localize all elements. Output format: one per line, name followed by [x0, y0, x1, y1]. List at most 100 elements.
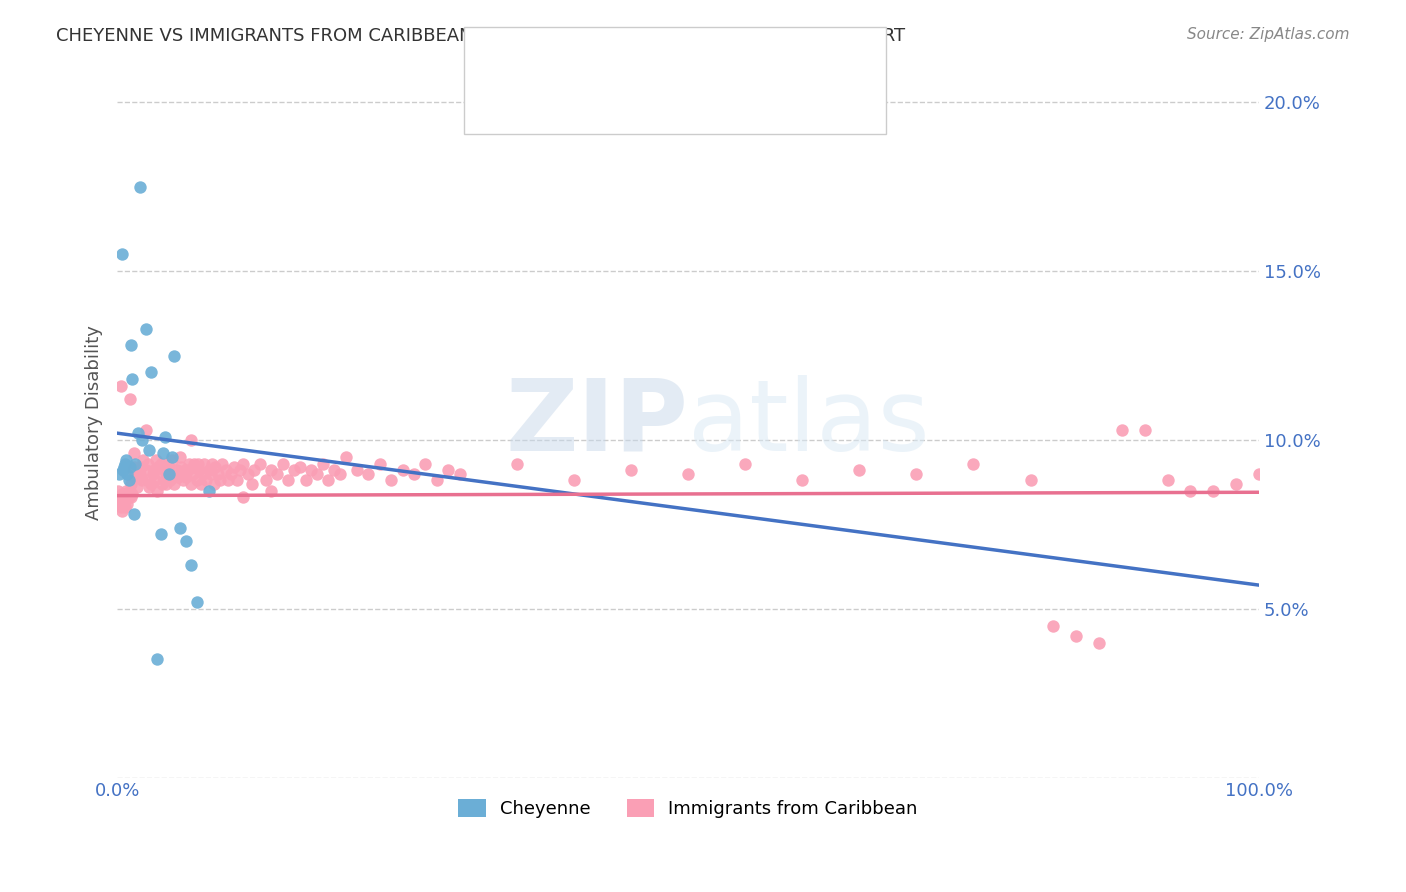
- Point: [135, 474, 157, 488]
- Point: [166, 463, 188, 477]
- Point: [120, 338, 142, 352]
- Point: [391, 463, 413, 477]
- Point: [110, 497, 132, 511]
- Point: [146, 652, 169, 666]
- Point: [114, 457, 136, 471]
- Point: [1042, 618, 1064, 632]
- Point: [305, 467, 328, 481]
- Point: [368, 457, 391, 471]
- Point: [111, 491, 134, 505]
- Point: [232, 457, 254, 471]
- Point: [166, 470, 188, 484]
- Point: [129, 467, 152, 481]
- Point: [848, 463, 870, 477]
- Point: [156, 457, 179, 471]
- Point: [208, 474, 231, 488]
- Point: [283, 463, 305, 477]
- Point: [357, 467, 380, 481]
- Point: [111, 493, 134, 508]
- Point: [222, 459, 245, 474]
- Point: [141, 365, 163, 379]
- Point: [135, 321, 157, 335]
- Point: [127, 470, 149, 484]
- Point: [124, 457, 146, 471]
- Point: [202, 476, 225, 491]
- Point: [323, 463, 346, 477]
- Point: [1111, 423, 1133, 437]
- Point: [181, 467, 204, 481]
- Point: [149, 457, 172, 471]
- Point: [120, 491, 142, 505]
- Point: [143, 474, 166, 488]
- Point: [232, 491, 254, 505]
- Point: [195, 474, 218, 488]
- Point: [188, 463, 211, 477]
- Point: [118, 483, 141, 498]
- Point: [180, 476, 202, 491]
- Point: [174, 534, 197, 549]
- Point: [111, 463, 134, 477]
- Point: [114, 487, 136, 501]
- Point: [135, 463, 157, 477]
- Point: [157, 467, 180, 481]
- Point: [186, 474, 208, 488]
- Point: [180, 433, 202, 447]
- Point: [1247, 467, 1270, 481]
- Point: [288, 459, 311, 474]
- Legend: Cheyenne, Immigrants from Caribbean: Cheyenne, Immigrants from Caribbean: [451, 791, 925, 825]
- Point: [1064, 629, 1087, 643]
- Point: [115, 453, 138, 467]
- Point: [183, 457, 205, 471]
- Point: [1019, 474, 1042, 488]
- Point: [172, 474, 194, 488]
- Text: atlas: atlas: [688, 375, 929, 472]
- Point: [108, 467, 131, 481]
- Point: [149, 527, 172, 541]
- Point: [260, 463, 283, 477]
- Point: [792, 474, 814, 488]
- Point: [240, 476, 263, 491]
- Point: [962, 457, 984, 471]
- Point: [191, 467, 214, 481]
- Point: [124, 459, 146, 474]
- Point: [121, 372, 143, 386]
- Point: [124, 446, 146, 460]
- Point: [177, 463, 200, 477]
- Point: [124, 470, 146, 484]
- Point: [117, 474, 139, 488]
- Point: [114, 500, 136, 515]
- Point: [169, 521, 191, 535]
- Y-axis label: Ambulatory Disability: Ambulatory Disability: [86, 326, 103, 520]
- Point: [676, 467, 699, 481]
- Point: [117, 487, 139, 501]
- Point: [124, 507, 146, 521]
- Point: [135, 423, 157, 437]
- Point: [174, 470, 197, 484]
- Point: [108, 491, 131, 505]
- Point: [167, 467, 190, 481]
- Text: CHEYENNE VS IMMIGRANTS FROM CARIBBEAN AMBULATORY DISABILITY CORRELATION CHART: CHEYENNE VS IMMIGRANTS FROM CARIBBEAN AM…: [56, 27, 905, 45]
- Point: [115, 483, 138, 498]
- Point: [1088, 635, 1111, 649]
- Point: [117, 497, 139, 511]
- Point: [221, 467, 243, 481]
- Point: [207, 467, 229, 481]
- Point: [329, 467, 352, 481]
- Point: [1202, 483, 1225, 498]
- Point: [120, 476, 142, 491]
- Point: [211, 457, 233, 471]
- Point: [160, 450, 183, 464]
- Point: [108, 493, 131, 508]
- Point: [115, 491, 138, 505]
- Point: [1225, 476, 1247, 491]
- Point: [157, 459, 180, 474]
- Point: [180, 558, 202, 572]
- Text: Source: ZipAtlas.com: Source: ZipAtlas.com: [1187, 27, 1350, 42]
- Point: [163, 476, 186, 491]
- Point: [148, 459, 170, 474]
- Point: [118, 392, 141, 407]
- Point: [299, 463, 322, 477]
- Point: [142, 467, 165, 481]
- Point: [146, 483, 169, 498]
- Point: [229, 463, 252, 477]
